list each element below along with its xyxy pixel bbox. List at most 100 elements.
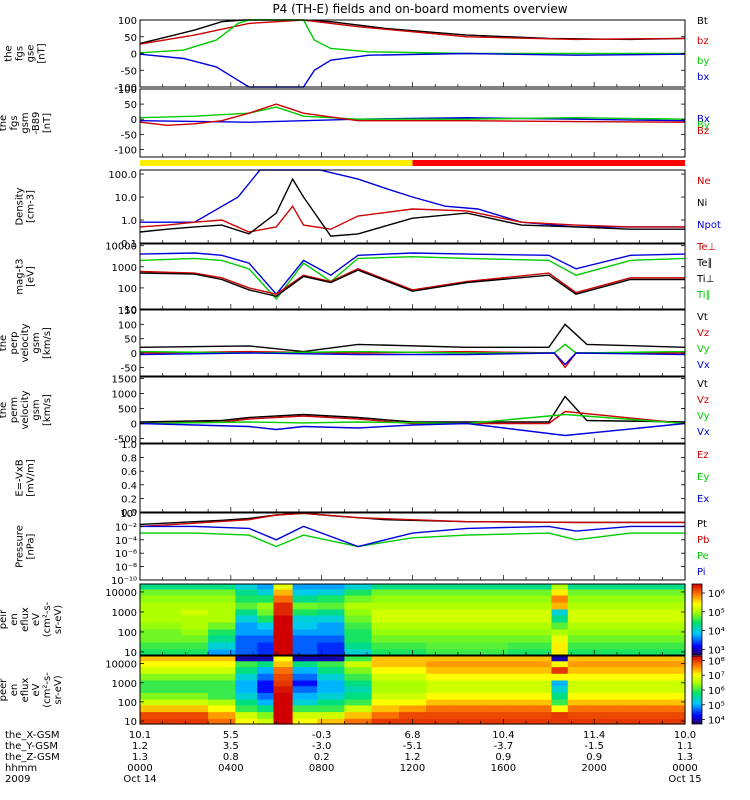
heatmap-cell — [292, 692, 318, 700]
heatmap-cell — [371, 660, 400, 668]
ytick-label: 50 — [124, 100, 137, 111]
panel-frame — [139, 88, 686, 158]
legend-entry: Bz — [697, 126, 709, 137]
heatmap-cell — [292, 711, 318, 719]
heatmap-cell — [344, 601, 373, 610]
heatmap-cell — [453, 641, 482, 650]
ytick-label: 0 — [131, 50, 137, 61]
heatmap-cell — [153, 711, 182, 719]
heatmap-cell — [208, 601, 236, 610]
heatmap-cell — [273, 718, 294, 725]
heatmap-cell — [153, 673, 182, 681]
heatmap-cell — [292, 685, 318, 693]
heatmap-cell — [616, 718, 645, 725]
ytick-label: 0.6 — [121, 467, 137, 478]
series-line-Ti∥ — [139, 255, 686, 300]
heatmap-cell — [398, 666, 427, 674]
heatmap-cell — [153, 608, 182, 616]
heatmap-cell — [292, 673, 318, 681]
heatmap-cell — [589, 588, 618, 596]
heatmap-cell — [532, 718, 553, 725]
heatmap-cell — [671, 666, 686, 674]
heatmap-cell — [532, 588, 553, 596]
heatmap-cell — [644, 692, 672, 700]
heatmap-cell — [140, 685, 155, 693]
heatmap-cell — [480, 621, 509, 630]
ytick-label: 10⁻⁶ — [115, 549, 137, 560]
heatmap-cell — [426, 660, 454, 668]
heatmap-cell — [153, 641, 182, 650]
heatmap-cell — [616, 711, 645, 719]
ytick-label: 1.0 — [121, 216, 137, 227]
heatmap-cell — [616, 685, 645, 693]
heatmap-cell — [153, 628, 182, 636]
heatmap-cell — [398, 608, 427, 616]
heatmap-cell — [616, 621, 645, 630]
ytick-label: -50 — [121, 363, 137, 374]
heatmap-cell — [140, 699, 155, 706]
heatmap-cell — [398, 614, 427, 623]
heatmap-cell — [426, 699, 454, 706]
heatmap-cell — [398, 704, 427, 713]
heatmap-cell — [398, 660, 427, 668]
heatmap-cell — [140, 584, 155, 590]
heatmap-cell — [180, 601, 209, 610]
heatmap-cell — [140, 648, 155, 656]
ytick-label: 100 — [118, 628, 137, 639]
heatmap-cell — [551, 660, 569, 668]
legend-entry: Ti∥ — [696, 290, 711, 301]
heatmap-cell — [532, 666, 553, 674]
ytick-label: 0.4 — [121, 481, 137, 492]
heatmap-cell — [551, 673, 569, 681]
heatmap-cell — [551, 704, 569, 713]
ephemeris-value: 1.3 — [677, 752, 693, 763]
ytick-label: 500 — [118, 405, 137, 416]
heatmap-cell — [453, 614, 482, 623]
heatmap-cell — [317, 601, 345, 610]
series-line-Pe — [140, 532, 685, 548]
heatmap-cell — [153, 685, 182, 693]
legend-entry: Vy — [697, 411, 710, 422]
ephemeris-value: -3.7 — [494, 741, 514, 752]
heatmap-cell — [616, 584, 645, 590]
heatmap-cell — [257, 614, 275, 623]
heatmap-cell — [589, 673, 618, 681]
heatmap-cell — [317, 692, 345, 700]
heatmap-cell — [426, 588, 454, 596]
ephemeris-value: -3.0 — [312, 741, 332, 752]
heatmap-cell — [180, 628, 209, 636]
ylabel-line: [km/s] — [42, 327, 53, 359]
legend-entry: Te⊥ — [696, 242, 716, 253]
heatmap-cell — [398, 634, 427, 643]
heatmap-cell — [480, 711, 509, 719]
heatmap-cell — [398, 692, 427, 700]
heatmap-cell — [453, 656, 482, 662]
heatmap-cell — [292, 621, 318, 630]
heatmap-cell — [208, 595, 236, 603]
heatmap-cell — [507, 699, 533, 706]
heatmap-cell — [180, 699, 209, 706]
heatmap-cell — [273, 711, 294, 719]
heatmap-cell — [507, 634, 533, 643]
heatmap-cell — [140, 621, 155, 630]
ytick-label: 100 — [118, 698, 137, 709]
heatmap-cell — [507, 621, 533, 630]
heatmap-cell — [153, 704, 182, 713]
heatmap-cell — [180, 704, 209, 713]
heatmap-cell — [589, 634, 618, 643]
heatmap-cell — [180, 608, 209, 616]
heatmap-cell — [317, 614, 345, 623]
heatmap-cell — [532, 634, 553, 643]
heatmap-cell — [273, 595, 294, 603]
colorbar-tick-label: 10⁷ — [708, 671, 725, 682]
heatmap-cell — [426, 648, 454, 656]
heatmap-cell — [480, 692, 509, 700]
heatmap-cell — [480, 660, 509, 668]
ylabel-line: en — [9, 684, 20, 697]
heatmap-cell — [208, 679, 236, 687]
colorbar-tick-label: 10⁶ — [708, 589, 725, 600]
heatmap-cell — [153, 595, 182, 603]
heatmap-cell — [235, 660, 258, 668]
series-line-By — [139, 106, 686, 120]
